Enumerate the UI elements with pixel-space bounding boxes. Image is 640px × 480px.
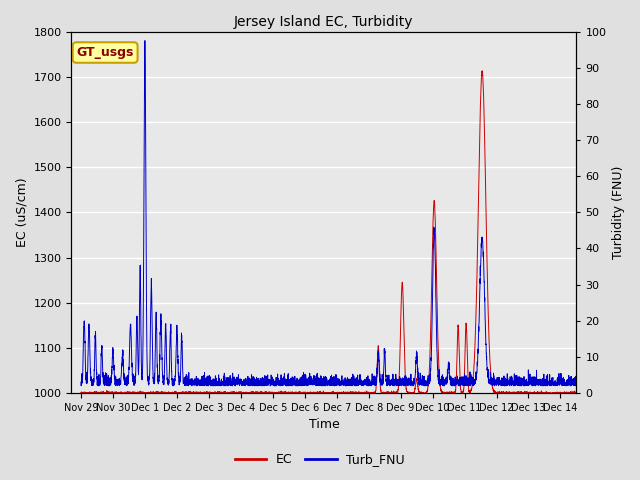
Y-axis label: Turbidity (FNU): Turbidity (FNU) [612,166,625,259]
Y-axis label: EC (uS/cm): EC (uS/cm) [15,178,28,247]
Legend: EC, Turb_FNU: EC, Turb_FNU [230,448,410,471]
Title: Jersey Island EC, Turbidity: Jersey Island EC, Turbidity [234,15,413,29]
Text: GT_usgs: GT_usgs [76,46,134,59]
X-axis label: Time: Time [308,419,339,432]
